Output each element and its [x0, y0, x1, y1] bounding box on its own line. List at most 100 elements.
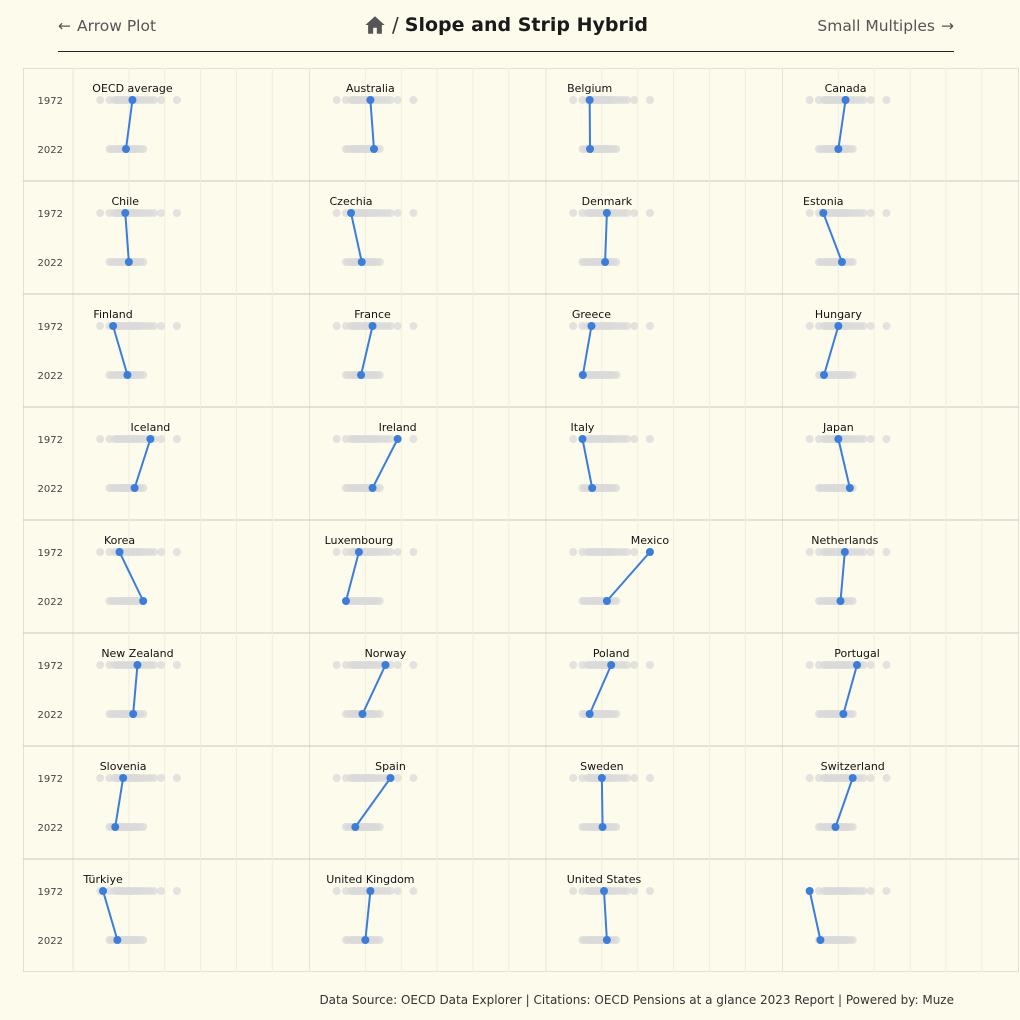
strip-point-1972 [622, 661, 631, 669]
strip-point-1972 [630, 774, 639, 782]
point-2022 [837, 258, 846, 266]
country-label: Portugal [834, 647, 880, 660]
point-1972 [386, 774, 395, 782]
strip-point-1972 [859, 661, 868, 669]
country-label: Switzerland [821, 760, 885, 773]
strip-point-2022 [139, 936, 148, 944]
strip-point-1972 [866, 322, 875, 330]
strip-point-2022 [375, 597, 384, 605]
prev-chart-label: Arrow Plot [77, 17, 157, 35]
strip-point-2022 [375, 936, 384, 944]
slope-line [124, 212, 130, 263]
strip-point-1972 [630, 435, 639, 443]
strip-point-1972 [172, 774, 181, 782]
next-chart-link[interactable]: Small Multiples → [817, 17, 954, 35]
strip-point-2022 [375, 371, 384, 379]
point-1972 [368, 322, 377, 330]
strip-point-1972 [172, 548, 181, 556]
strip-point-1972 [386, 209, 395, 217]
slope-strip-chart: 1972 2022 OECD average Australia Belgium Cana… [23, 68, 1019, 972]
slope-line [112, 325, 129, 376]
strip-point-1972 [386, 96, 395, 104]
country-label: Ireland [379, 421, 417, 434]
slope-line [588, 664, 613, 715]
strip-point-2022 [612, 597, 621, 605]
country-label: Estonia [803, 195, 844, 208]
strip-point-2022 [848, 597, 857, 605]
arrow-right-icon: → [941, 17, 954, 35]
slope-line [350, 212, 363, 263]
point-2022 [341, 597, 350, 605]
page-title: Slope and Strip Hybrid [404, 14, 648, 36]
strip-point-2022 [375, 823, 384, 831]
strip-point-1972 [172, 661, 181, 669]
country-label: OECD average [92, 82, 173, 95]
strip-point-1972 [393, 887, 402, 895]
strip-point-1972 [622, 548, 631, 556]
country-label: Hungary [815, 308, 862, 321]
strip-point-1972 [149, 548, 158, 556]
strip-point-1972 [622, 774, 631, 782]
strip-point-1972 [172, 435, 181, 443]
strip-point-1972 [157, 96, 166, 104]
strip-point-1972 [569, 435, 578, 443]
slope-line [834, 777, 854, 828]
year-label-1972: 1972 [38, 435, 63, 446]
home-icon[interactable] [364, 14, 386, 36]
country-label: Greece [572, 308, 611, 321]
point-1972 [597, 774, 606, 782]
slope-line [837, 99, 847, 150]
point-2022 [357, 258, 366, 266]
strip-point-1972 [866, 774, 875, 782]
strip-point-1972 [157, 774, 166, 782]
next-chart-label: Small Multiples [817, 17, 935, 35]
point-2022 [586, 145, 595, 153]
strip-point-1972 [96, 548, 105, 556]
strip-point-1972 [866, 661, 875, 669]
point-1972 [834, 322, 843, 330]
strip-point-1972 [859, 322, 868, 330]
strip-point-1972 [882, 548, 891, 556]
point-1972 [381, 661, 390, 669]
country-label: United States [567, 873, 642, 886]
strip-point-1972 [569, 887, 578, 895]
strip-point-2022 [848, 936, 857, 944]
strip-point-1972 [157, 322, 166, 330]
strip-point-1972 [630, 209, 639, 217]
point-1972 [109, 322, 118, 330]
point-2022 [578, 371, 587, 379]
slope-line [360, 325, 374, 376]
strip-point-1972 [645, 435, 654, 443]
slope-line [822, 212, 843, 263]
year-label-1972: 1972 [38, 209, 63, 220]
year-label-2022: 2022 [38, 258, 63, 269]
year-label-1972: 1972 [38, 548, 63, 559]
strip-point-1972 [149, 774, 158, 782]
point-2022 [357, 371, 366, 379]
strip-point-1972 [622, 209, 631, 217]
point-1972 [600, 887, 609, 895]
strip-point-1972 [393, 548, 402, 556]
year-label-2022: 2022 [38, 145, 63, 156]
strip-point-1972 [630, 322, 639, 330]
slope-line [808, 890, 822, 941]
strip-point-1972 [805, 661, 814, 669]
country-label: France [354, 308, 391, 321]
strip-point-1972 [630, 96, 639, 104]
strip-point-2022 [375, 484, 384, 492]
strip-point-2022 [612, 484, 621, 492]
country-label: Slovenia [100, 760, 147, 773]
country-label: Poland [593, 647, 630, 660]
strip-point-2022 [375, 258, 384, 266]
strip-point-1972 [332, 322, 341, 330]
prev-chart-link[interactable]: ← Arrow Plot [58, 17, 156, 35]
strip-point-1972 [409, 887, 418, 895]
point-2022 [358, 710, 367, 718]
strip-point-1972 [393, 96, 402, 104]
country-label: Chile [112, 195, 140, 208]
point-1972 [115, 548, 124, 556]
country-label: Iceland [130, 421, 170, 434]
year-label-1972: 1972 [38, 661, 63, 672]
country-label: Netherlands [811, 534, 878, 547]
slope-line [364, 890, 372, 941]
